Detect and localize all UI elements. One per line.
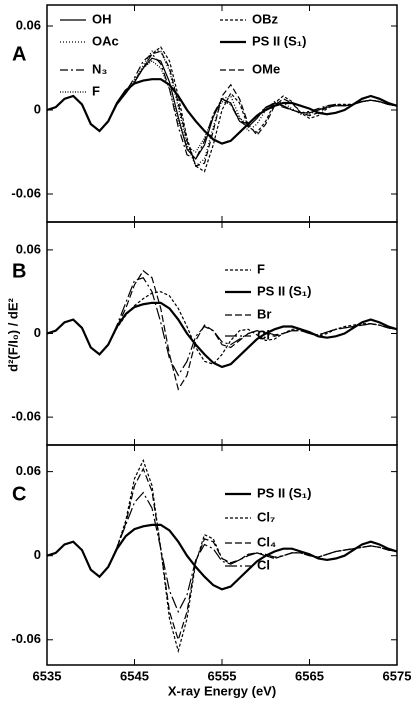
panel-label: C (12, 483, 26, 505)
y-tick-label: -0.06 (11, 409, 41, 424)
legend-label: F (257, 261, 265, 276)
series-line (46, 467, 398, 642)
legend-label: PS II (S₁) (257, 283, 312, 298)
legend-label: OAc (92, 33, 119, 48)
y-tick-label: -0.06 (11, 631, 41, 646)
y-tick-label: 0.06 (16, 463, 41, 478)
legend-label: Cl₇ (257, 509, 275, 524)
series-line (46, 523, 398, 591)
y-axis-label: d²(F/I₀) / dE² (5, 297, 20, 371)
series-line (46, 301, 398, 369)
x-tick-label: 6535 (33, 668, 62, 683)
y-tick-label: 0 (34, 101, 41, 116)
panel-label: A (12, 43, 26, 65)
y-tick-label: 0 (34, 547, 41, 562)
legend-label: Cl (257, 557, 270, 572)
panel-label: B (12, 260, 26, 282)
legend-label: PS II (S₁) (252, 33, 307, 48)
legend-label: Br (257, 306, 271, 321)
legend-label: F (92, 83, 100, 98)
y-tick-label: 0.06 (16, 17, 41, 32)
x-tick-label: 6555 (208, 668, 237, 683)
x-axis-label: X-ray Energy (eV) (168, 683, 276, 698)
series-line (46, 60, 398, 153)
y-tick-label: 0.06 (16, 241, 41, 256)
y-tick-label: -0.06 (11, 185, 41, 200)
legend-label: PS II (S₁) (257, 485, 312, 500)
series-line (46, 277, 398, 377)
x-tick-label: 6575 (383, 668, 412, 683)
legend-label: OBz (252, 11, 279, 26)
legend-label: Cl₄ (257, 534, 276, 549)
legend-label: OMe (252, 61, 280, 76)
series-line (46, 291, 398, 365)
x-tick-label: 6545 (120, 668, 149, 683)
series-line (46, 50, 398, 167)
legend-label: N₃ (92, 61, 107, 76)
y-tick-label: 0 (34, 325, 41, 340)
series-line (46, 491, 398, 614)
x-tick-label: 6565 (295, 668, 324, 683)
series-line (46, 269, 398, 391)
legend-label: OH (92, 11, 112, 26)
legend-label: Cl (257, 327, 270, 342)
